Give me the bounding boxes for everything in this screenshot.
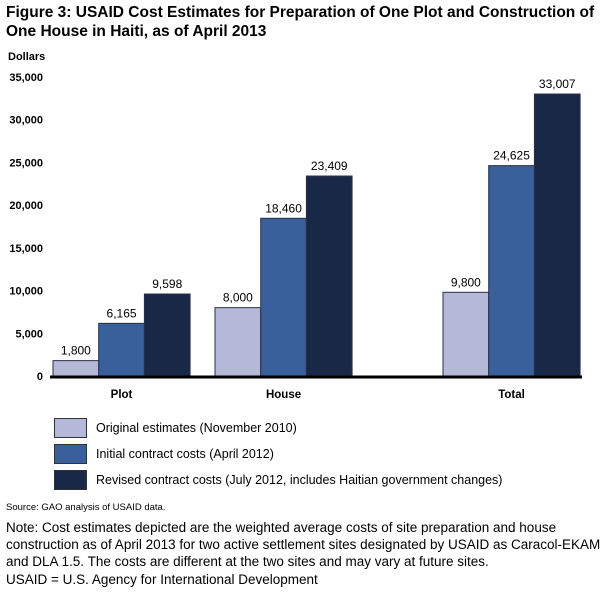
legend-swatch-original (54, 418, 87, 438)
bar-value-label: 6,165 (107, 306, 137, 320)
x-category-label: Plot (111, 389, 133, 401)
bar-plot-series-0 (52, 360, 100, 377)
y-tick-label: 20,000 (9, 200, 43, 212)
legend-item-original: Original estimates (November 2010) (54, 415, 502, 441)
bar-plot-series-2 (143, 293, 191, 377)
y-tick-label: 35,000 (9, 72, 43, 84)
y-tick-label: 10,000 (9, 286, 43, 298)
x-category-label: Total (498, 389, 525, 401)
legend-label: Original estimates (November 2010) (96, 421, 297, 435)
y-tick-label: 25,000 (9, 157, 43, 169)
abbreviation-text: USAID = U.S. Agency for International De… (6, 572, 318, 587)
y-tick-label: 15,000 (9, 243, 43, 255)
legend-swatch-revised (54, 470, 87, 490)
bar-total-series-0 (442, 291, 490, 377)
legend-label: Initial contract costs (April 2012) (96, 447, 274, 461)
y-tick-label: 0 (37, 371, 43, 383)
bar-value-label: 8,000 (223, 291, 253, 305)
bar-house-series-2 (305, 175, 353, 377)
legend: Original estimates (November 2010) Initi… (54, 415, 502, 493)
bar-house-series-1 (260, 217, 307, 377)
legend-swatch-initial (54, 444, 87, 464)
figure-title: Figure 3: USAID Cost Estimates for Prepa… (6, 4, 595, 40)
x-category-label: House (266, 389, 301, 401)
legend-item-initial: Initial contract costs (April 2012) (54, 441, 502, 467)
bar-value-label: 18,460 (265, 201, 302, 215)
y-tick-label: 30,000 (9, 115, 43, 127)
bar-value-label: 9,800 (451, 275, 481, 289)
source-note: Source: GAO analysis of USAID data. (6, 502, 166, 513)
legend-label: Revised contract costs (July 2012, inclu… (96, 473, 503, 487)
y-tick-label: 5,000 (15, 328, 43, 340)
bar-value-label: 9,598 (152, 277, 182, 291)
bar-plot-series-1 (98, 322, 145, 377)
bar-value-label: 33,007 (539, 77, 576, 91)
bar-value-label: 1,800 (61, 344, 91, 358)
legend-item-revised: Revised contract costs (July 2012, inclu… (54, 467, 502, 493)
y-axis-label: Dollars (8, 51, 45, 63)
bar-total-series-1 (488, 165, 535, 377)
note-text: Note: Cost estimates depicted are the we… (6, 520, 601, 569)
bar-value-label: 24,625 (493, 149, 530, 163)
bar-value-label: 23,409 (311, 159, 348, 173)
bar-chart: Dollars 0 5,000 10,000 15,000 20,000 25,000 30… (8, 51, 582, 401)
bar-house-series-0 (214, 307, 262, 377)
bar-total-series-2 (533, 93, 581, 377)
